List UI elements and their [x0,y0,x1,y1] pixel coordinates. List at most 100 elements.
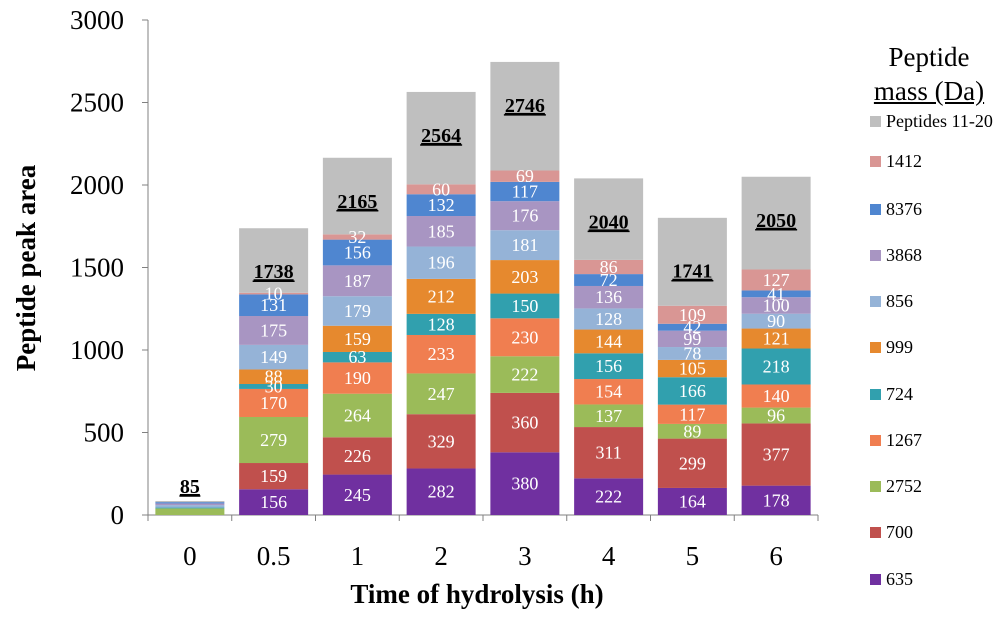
x-tick-label: 4 [602,541,616,571]
bar-segment [239,369,309,384]
data-label: 128 [595,309,622,329]
data-label: 100 [763,295,790,315]
bar-segment [657,359,727,378]
data-label: 150 [511,296,538,316]
bar-segment [322,234,392,240]
legend-title-line1: Peptide [888,42,970,72]
total-label: 1738 [254,261,294,283]
data-label: 117 [512,182,538,202]
bar-segment [322,239,392,266]
data-label: 69 [516,166,534,186]
legend-title-line2: mass (Da) [873,76,985,106]
bar-segment [657,423,727,439]
legend-swatch [870,204,881,215]
bar-segment [657,377,727,405]
bar-segment [741,290,811,298]
data-label: 156 [260,492,287,512]
legend-item: 700 [870,522,1008,542]
legend-label: 700 [886,522,913,542]
bar-segment [657,330,727,348]
bar-segment [322,296,392,326]
bar-segment [406,373,476,415]
total-label: 1741 [672,261,712,283]
data-label: 212 [428,286,455,306]
legend-swatch [870,527,881,538]
legend-swatch [870,389,881,400]
data-label: 264 [344,406,371,426]
data-label: 156 [344,242,371,262]
x-axis-title: Time of hydrolysis (h) [350,579,603,609]
bar-segment [406,91,476,185]
data-label: 279 [260,430,287,450]
data-label: 190 [344,368,371,388]
y-tick-label: 3000 [70,5,124,35]
legend-swatch [870,435,881,446]
bar-segment [657,404,727,424]
data-label: 230 [511,327,538,347]
bar-segment [657,438,727,488]
bar-segment [657,217,727,306]
bar-segment [741,176,811,270]
bar-segment [490,230,560,261]
bar-segment [490,201,560,231]
data-label: 377 [763,445,790,465]
bar-segment [657,347,727,360]
bar-segment [406,414,476,469]
legend-label: 3868 [886,245,922,265]
bar-segment [574,178,644,260]
total-label: 2165 [337,191,377,213]
legend-item: 635 [870,569,1008,589]
data-label: 311 [595,443,621,463]
bar-segment [239,228,309,293]
bar-segment [406,216,476,247]
data-label: 218 [763,357,790,377]
data-label: 329 [428,431,455,451]
bar-segment [322,437,392,475]
bar-segment [239,383,309,389]
legend-item: 999 [870,338,1008,356]
y-tick-label: 2500 [70,88,124,118]
data-label: 175 [260,320,287,340]
x-tick-label: 6 [769,541,783,571]
bar-segment [741,348,811,385]
legend-swatch [870,481,881,492]
bar-segment [574,379,644,405]
total-label: 2746 [505,95,545,117]
bar-segment [490,181,560,202]
data-label: 245 [344,485,371,505]
data-label: 179 [344,301,371,321]
legend-item: Peptides 11-20 [870,112,1008,130]
bar-segment [741,269,811,291]
bar-segment [155,507,225,509]
bar-segment [239,463,309,490]
data-label: 88 [265,367,283,387]
legend: Peptide mass (Da) Peptides 11-20 1412 8376… [850,40,1008,588]
bar-segment [322,474,392,515]
data-label: 127 [763,270,790,290]
data-label: 233 [428,344,455,364]
bar-segment [574,353,644,380]
data-label: 137 [595,406,622,426]
legend-label: 724 [886,384,913,404]
legend-swatch [870,116,881,127]
bar-segment [657,323,727,331]
bar-segment [574,404,644,428]
legend-label: 856 [886,291,913,311]
legend-label: 635 [886,569,913,589]
bar-segment [406,194,476,217]
bar-segment [574,329,644,354]
bar-segment [322,393,392,438]
bar-segment [155,508,225,515]
legend-swatch [870,156,881,167]
bar-segment [239,344,309,370]
data-label: 196 [428,253,455,273]
bar-segment [322,362,392,394]
data-label: 222 [595,487,622,507]
data-label: 176 [511,206,538,226]
bar-segment [406,278,476,314]
data-label: 282 [428,482,455,502]
legend-item: 1412 [870,152,1008,170]
data-label: 164 [679,491,706,511]
total-label: 2564 [421,125,461,147]
bar-segment [574,478,644,515]
